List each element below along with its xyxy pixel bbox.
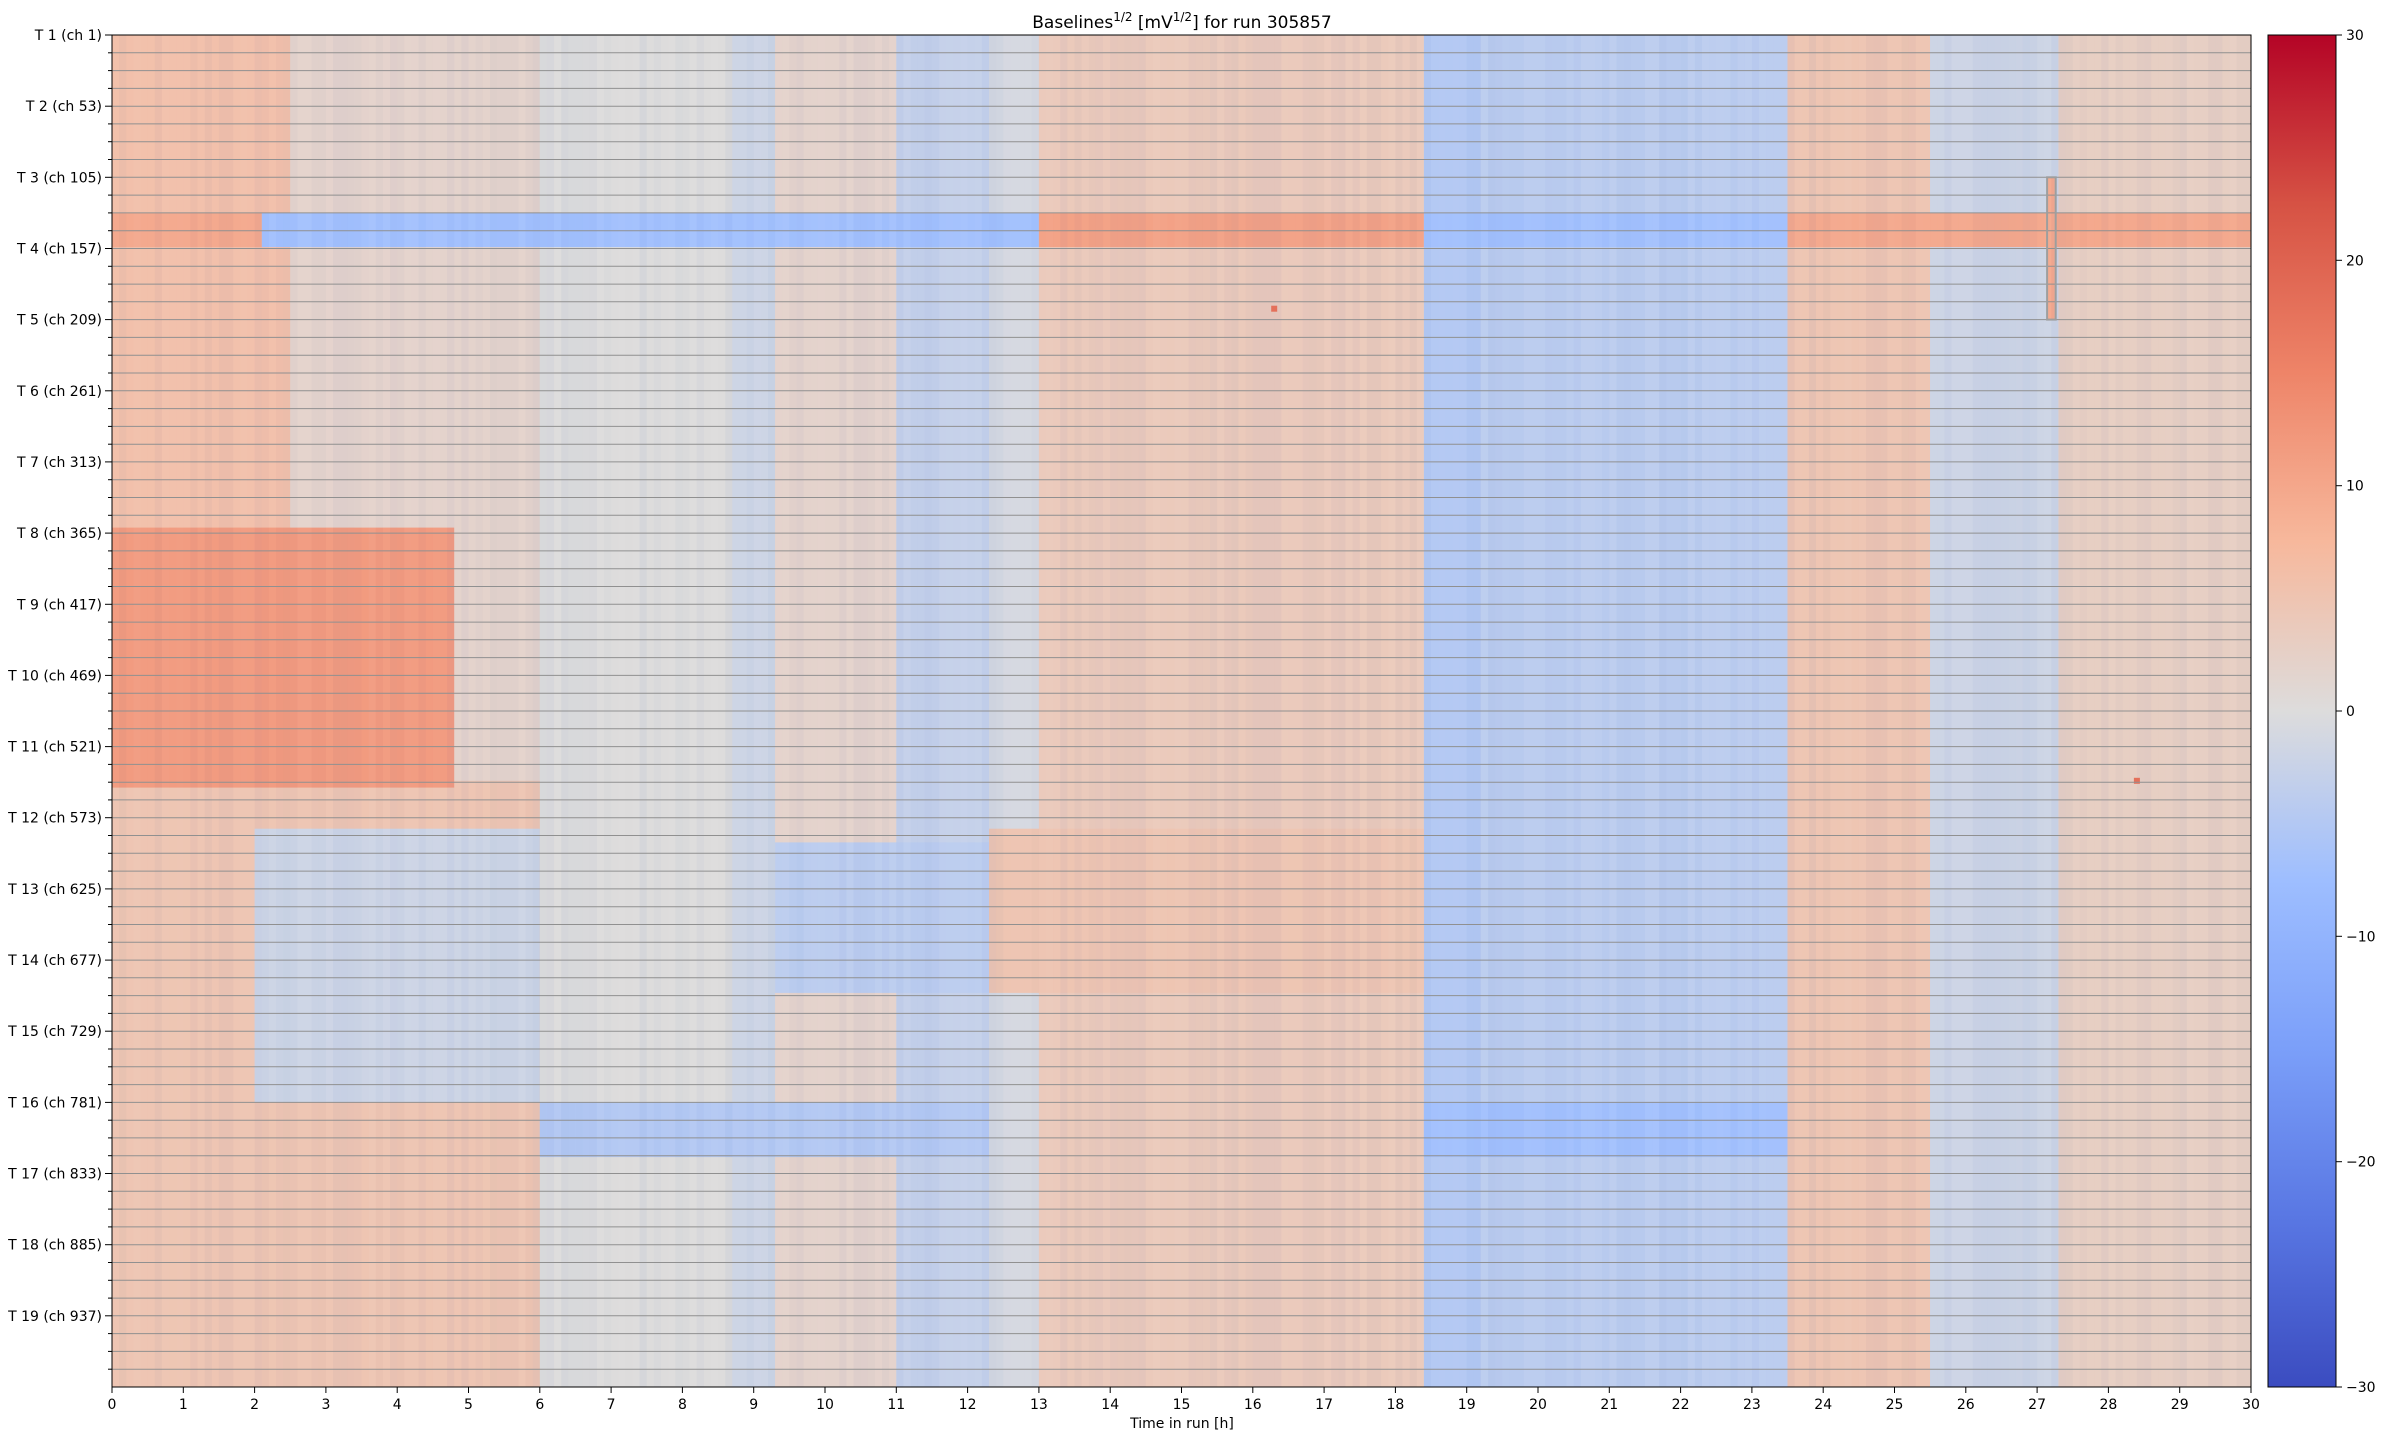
colorbar-tick-label: −30 (2346, 1380, 2376, 1396)
y-axis: T 1 (ch 1) T 2 (ch 53) T 3 (ch 105) T 4 (ch… (7, 28, 112, 1370)
y-tick-label: T 16 (ch 781) (7, 1095, 102, 1111)
x-tick-label: 5 (464, 1397, 473, 1413)
y-tick-label: T 8 (ch 365) (16, 526, 102, 542)
y-tick-label: T 15 (ch 729) (7, 1024, 102, 1040)
x-tick-label: 14 (1101, 1397, 1119, 1413)
x-axis-label: Time in run [h] (1129, 1416, 1234, 1432)
heatmap-region-15 (775, 842, 989, 993)
x-tick-label: 15 (1173, 1397, 1191, 1413)
colorbar-ticks: 30 20 10 0 −10 −20 −30 (2336, 28, 2376, 1396)
x-tick-label: 6 (535, 1397, 544, 1413)
y-tick-label: T 12 (ch 573) (7, 811, 102, 827)
x-tick-label: 2 (250, 1397, 259, 1413)
x-tick-label: 9 (749, 1397, 758, 1413)
y-tick-label: T 7 (ch 313) (16, 455, 102, 471)
y-tick-label: T 3 (ch 105) (16, 170, 102, 186)
colorbar-tick-label: −10 (2346, 929, 2376, 945)
y-tick-label: T 6 (ch 261) (16, 384, 102, 400)
y-tick-label: T 19 (ch 937) (7, 1309, 102, 1325)
x-tick-label: 29 (2171, 1397, 2189, 1413)
heatmap-region-23 (1787, 212, 2251, 248)
heatmap-region-16 (989, 828, 1424, 993)
colorbar-tick-label: 20 (2346, 253, 2364, 269)
outlier-overlay (2046, 176, 2057, 321)
x-tick-label: 19 (1458, 1397, 1476, 1413)
x-tick-label: 22 (1672, 1397, 1690, 1413)
x-tick-label: 21 (1600, 1397, 1618, 1413)
y-tick-label: T 14 (ch 677) (7, 953, 102, 969)
chart-title-mid: [mV (1133, 13, 1174, 33)
chart-title-sup2: 1/2 (1173, 10, 1192, 24)
heatmap-region-14 (254, 828, 540, 1103)
heatmap-region-24 (112, 212, 262, 248)
x-tick-label: 30 (2242, 1397, 2260, 1413)
chart-title-sup1: 1/2 (1113, 10, 1132, 24)
x-tick-label: 8 (678, 1397, 687, 1413)
x-axis: 0 1 2 3 4 5 6 7 8 9 10 11 12 13 14 15 16 17 18 19 20 21 22 23 24… (108, 1387, 2260, 1413)
x-tick-label: 23 (1743, 1397, 1761, 1413)
chart-title-suffix: ] for run 305857 (1192, 13, 1332, 33)
outlier-point-1 (2133, 777, 2140, 784)
outlier-box (2046, 176, 2057, 321)
x-tick-label: 11 (887, 1397, 905, 1413)
x-tick-label: 20 (1529, 1397, 1547, 1413)
chart-title: Baselines1/2 [mV1/2] for run 305857 (1032, 10, 1331, 33)
y-tick-label: T 4 (ch 157) (16, 242, 102, 258)
row-dividers (112, 52, 2251, 1370)
heatmap-region-21 (1038, 212, 1424, 248)
colorbar-tick-label: 30 (2346, 28, 2364, 44)
colorbar-tick-label: −20 (2346, 1155, 2376, 1171)
y-tick-label: T 17 (ch 833) (7, 1167, 102, 1183)
y-tick-label: T 13 (ch 625) (7, 882, 102, 898)
x-tick-label: 25 (1886, 1397, 1904, 1413)
x-tick-label: 18 (1386, 1397, 1404, 1413)
x-tick-label: 4 (393, 1397, 402, 1413)
outlier-point-0 (1271, 305, 1278, 312)
y-tick-label: T 9 (ch 417) (16, 597, 102, 613)
x-tick-label: 1 (179, 1397, 188, 1413)
x-tick-label: 7 (607, 1397, 616, 1413)
x-tick-label: 28 (2099, 1397, 2117, 1413)
x-tick-label: 17 (1315, 1397, 1333, 1413)
y-tick-label: T 1 (ch 1) (34, 28, 102, 44)
chart-title-prefix: Baselines (1032, 13, 1113, 33)
x-tick-label: 3 (321, 1397, 330, 1413)
heatmap-region-22 (1423, 212, 1788, 248)
y-tick-label: T 11 (ch 521) (7, 740, 102, 756)
y-tick-label: T 5 (ch 209) (16, 313, 102, 329)
y-tick-label: T 2 (ch 53) (25, 99, 102, 115)
x-tick-label: 24 (1814, 1397, 1832, 1413)
heatmap-region-18 (539, 1102, 989, 1158)
x-tick-label: 16 (1244, 1397, 1262, 1413)
y-tick-label: T 10 (ch 469) (7, 668, 102, 684)
heatmap-region-17 (1423, 1102, 1788, 1158)
x-tick-label: 12 (959, 1397, 977, 1413)
colorbar-tick-label: 10 (2346, 479, 2364, 495)
y-tick-label: T 18 (ch 885) (7, 1238, 102, 1254)
x-tick-label: 10 (816, 1397, 834, 1413)
colorbar (2267, 34, 2337, 1388)
x-tick-label: 27 (2028, 1397, 2046, 1413)
x-tick-label: 13 (1030, 1397, 1048, 1413)
heatmap-region-20 (261, 212, 1039, 248)
colorbar-tick-label: 0 (2346, 704, 2355, 720)
x-tick-label: 26 (1957, 1397, 1975, 1413)
x-tick-label: 0 (108, 1397, 117, 1413)
